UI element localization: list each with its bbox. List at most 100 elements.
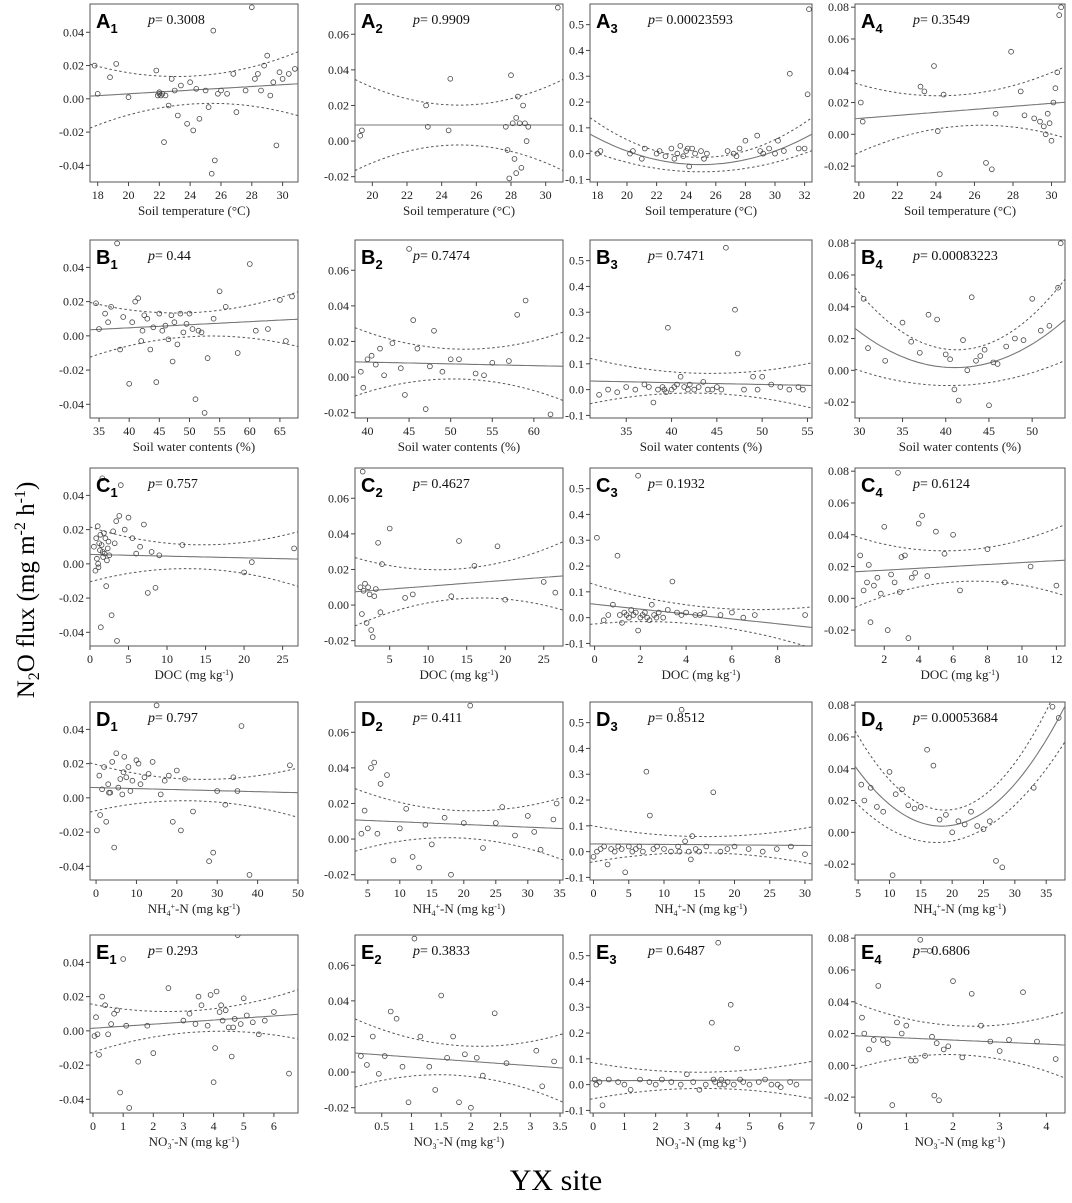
data-point <box>740 614 747 621</box>
y-tick-label: -0.02 <box>324 1101 349 1115</box>
data-point <box>118 482 124 488</box>
data-point <box>533 1047 540 1054</box>
data-point <box>1017 88 1024 95</box>
data-point <box>898 1030 905 1037</box>
data-point <box>230 774 237 781</box>
panel-C1: -0.04 -0.02 0.00 0.02 0.04 0 5 10 15 20 25 DOC (mg … <box>59 467 299 682</box>
data-point <box>271 1009 277 1015</box>
fit-line <box>590 1079 812 1082</box>
data-point <box>983 160 989 166</box>
data-point <box>180 329 187 336</box>
x-tick-label: 3 <box>997 1119 1003 1133</box>
data-point <box>103 818 109 825</box>
data-point <box>93 300 99 307</box>
y-tick-label: 0.00 <box>63 1024 84 1038</box>
data-point <box>974 823 980 829</box>
panel-label: A1 <box>96 11 118 36</box>
x-axis-label: DOC (mg kg-1) <box>662 667 741 682</box>
plot-frame <box>854 701 1066 881</box>
data-point <box>218 87 224 94</box>
data-point <box>888 571 894 578</box>
plot-frame <box>89 934 299 1114</box>
panel-label: D2 <box>361 709 383 734</box>
x-tick-label: 3 <box>527 1119 533 1133</box>
data-point <box>106 789 112 796</box>
data-point <box>169 358 176 365</box>
data-point <box>428 841 435 848</box>
data-point <box>147 346 154 353</box>
data-point <box>525 124 532 130</box>
p-value-label: p= 0.293 <box>147 944 198 959</box>
data-point <box>1053 582 1060 589</box>
data-point <box>881 523 888 530</box>
y-tick-label: 0.2 <box>569 559 584 573</box>
fit-line <box>90 553 298 560</box>
data-point <box>489 359 496 366</box>
data-point <box>409 591 416 598</box>
data-point <box>240 995 247 1002</box>
data-point <box>105 538 112 545</box>
x-tick-label: 10 <box>161 652 173 666</box>
y-tick-label: 0.04 <box>63 955 84 969</box>
data-point <box>168 76 175 82</box>
data-point <box>161 139 167 145</box>
y-tick-label: 0.06 <box>328 491 349 505</box>
y-tick-label: -0.02 <box>824 395 849 409</box>
data-point <box>978 1022 984 1029</box>
data-point <box>410 317 417 323</box>
data-point <box>716 1081 723 1088</box>
data-point <box>481 372 487 379</box>
confidence-band-upper <box>855 66 1065 97</box>
p-value-label: p= 0.00083223 <box>912 249 998 264</box>
data-point <box>472 370 479 377</box>
data-point <box>116 513 123 519</box>
x-tick-label: 4 <box>715 1119 721 1133</box>
data-point <box>162 322 169 329</box>
x-tick-label: 65 <box>274 424 286 438</box>
data-point <box>680 153 686 160</box>
data-point <box>999 864 1006 871</box>
data-point <box>255 71 261 77</box>
panel-label: B2 <box>361 247 383 272</box>
data-point <box>859 1014 865 1021</box>
y-tick-label: 0.1 <box>569 121 584 135</box>
data-point <box>531 829 537 835</box>
data-point <box>117 1089 123 1096</box>
y-tick-label: 0.04 <box>328 761 349 775</box>
data-point <box>1021 112 1028 119</box>
x-tick-label: 6 <box>950 652 956 666</box>
data-point <box>945 1043 952 1050</box>
data-point <box>450 1033 456 1040</box>
data-point <box>1054 69 1061 76</box>
data-point <box>653 614 660 621</box>
x-tick-label: 0 <box>590 1119 596 1133</box>
data-point <box>866 1046 872 1053</box>
data-point <box>471 563 478 569</box>
data-point <box>986 402 992 409</box>
data-point <box>874 804 880 810</box>
data-point <box>957 587 963 594</box>
y-tick-label: 0.4 <box>569 741 584 755</box>
panel-E4: -0.02 0.00 0.02 0.04 0.06 0.08 0 1 2 3 4 NO3--N (mg… <box>824 931 1066 1151</box>
plot-frame <box>589 467 813 647</box>
data-point <box>215 91 221 97</box>
data-point <box>195 327 202 334</box>
data-point <box>359 611 365 617</box>
data-point <box>632 846 639 852</box>
data-point <box>230 1024 237 1031</box>
y-tick-label: 0.04 <box>63 25 84 39</box>
data-point <box>654 843 660 850</box>
data-point <box>874 574 881 581</box>
data-point <box>363 620 370 626</box>
fit-line <box>355 361 563 367</box>
data-point <box>628 607 634 613</box>
x-tick-label: 7 <box>809 1119 815 1133</box>
y-tick-label: 0.02 <box>63 59 84 73</box>
confidence-band-lower <box>90 1030 298 1054</box>
x-tick-label: 40 <box>666 424 678 438</box>
y-tick-label: 0.00 <box>328 370 349 384</box>
x-tick-label: 20 <box>238 652 250 666</box>
data-point <box>696 848 702 855</box>
data-point <box>697 612 703 618</box>
